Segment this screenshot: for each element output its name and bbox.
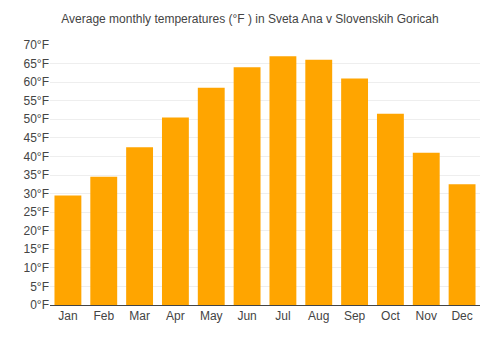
- svg-text:Jun: Jun: [237, 309, 256, 323]
- svg-text:5°F: 5°F: [30, 280, 49, 294]
- svg-text:25°F: 25°F: [24, 205, 49, 219]
- svg-text:15°F: 15°F: [24, 242, 49, 256]
- svg-text:Average monthly temperatures (: Average monthly temperatures (°F ) in Sv…: [61, 12, 438, 26]
- svg-text:0°F: 0°F: [30, 298, 49, 312]
- svg-text:35°F: 35°F: [24, 168, 49, 182]
- svg-text:40°F: 40°F: [24, 150, 49, 164]
- svg-text:30°F: 30°F: [24, 187, 49, 201]
- svg-text:Nov: Nov: [416, 309, 437, 323]
- svg-text:Oct: Oct: [381, 309, 400, 323]
- svg-text:May: May: [200, 309, 223, 323]
- svg-text:60°F: 60°F: [24, 75, 49, 89]
- svg-text:Apr: Apr: [166, 309, 185, 323]
- svg-text:55°F: 55°F: [24, 94, 49, 108]
- svg-text:20°F: 20°F: [24, 224, 49, 238]
- svg-text:Mar: Mar: [129, 309, 150, 323]
- svg-text:10°F: 10°F: [24, 261, 49, 275]
- svg-text:Jul: Jul: [275, 309, 290, 323]
- svg-text:Aug: Aug: [308, 309, 329, 323]
- svg-text:70°F: 70°F: [24, 38, 49, 52]
- svg-text:45°F: 45°F: [24, 131, 49, 145]
- svg-text:Feb: Feb: [93, 309, 114, 323]
- svg-text:Sep: Sep: [344, 309, 366, 323]
- svg-text:50°F: 50°F: [24, 112, 49, 126]
- svg-text:Dec: Dec: [451, 309, 472, 323]
- svg-text:Jan: Jan: [58, 309, 77, 323]
- svg-text:65°F: 65°F: [24, 57, 49, 71]
